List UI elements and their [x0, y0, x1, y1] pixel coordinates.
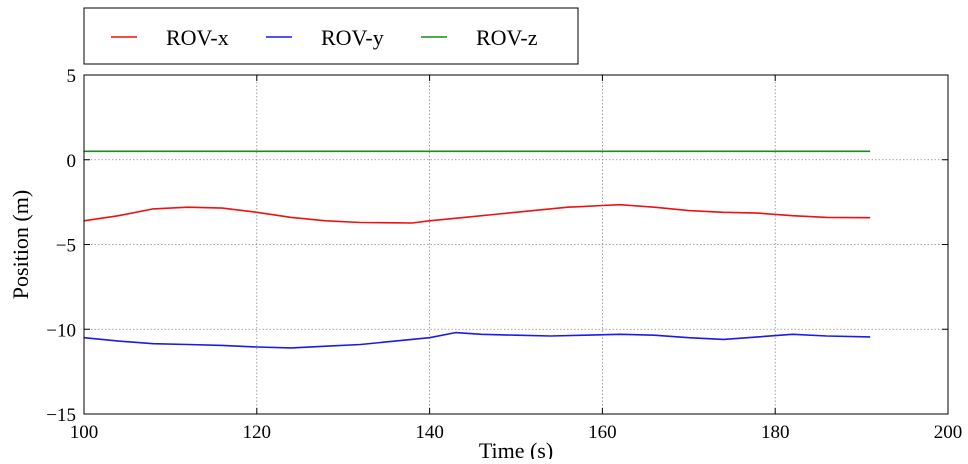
series-line-rov-x: [83, 203, 871, 224]
y-tick-label: 5: [67, 66, 77, 87]
legend: ROV-x ROV-y ROV-z: [83, 7, 579, 65]
x-tick-label: 200: [934, 422, 963, 443]
x-tick-label: 140: [415, 422, 444, 443]
legend-label: ROV-y: [321, 25, 384, 50]
y-tick-label: 0: [67, 151, 77, 172]
series-line-rov-y: [83, 331, 871, 349]
grid-lines: [84, 75, 948, 414]
y-tick-label: −5: [56, 236, 76, 257]
x-tick-label: 180: [761, 422, 790, 443]
legend-box: [83, 7, 579, 65]
x-axis-label: Time (s): [479, 438, 553, 459]
series-lines: [83, 150, 871, 349]
y-axis-label: Position (m): [8, 190, 33, 299]
legend-label: ROV-z: [476, 25, 538, 50]
x-tick-label: 100: [70, 422, 99, 443]
y-tick-label: −15: [46, 405, 76, 426]
legend-label: ROV-x: [166, 25, 229, 50]
x-tick-label: 120: [243, 422, 272, 443]
x-tick-label: 160: [588, 422, 617, 443]
axis-ticks: 100 120 140 160 180 200 5 0 −5 −10 −15: [46, 66, 962, 443]
y-tick-label: −10: [46, 320, 76, 341]
